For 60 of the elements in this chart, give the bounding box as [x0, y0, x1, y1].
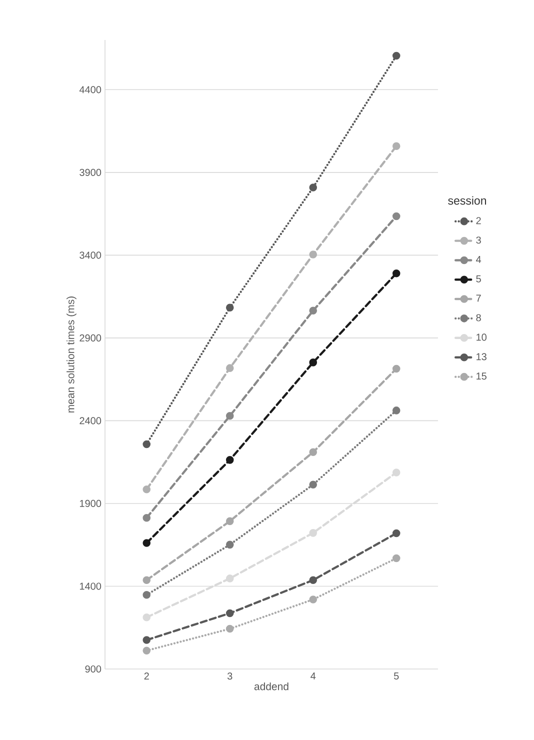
point	[392, 529, 400, 538]
point	[309, 596, 318, 604]
point	[226, 412, 234, 420]
y-axis-title: mean solution times (ms)	[66, 296, 76, 412]
legend-label: 15	[476, 372, 486, 380]
legend-label: 4	[476, 256, 482, 263]
point	[142, 514, 151, 522]
point	[226, 574, 234, 582]
x-tick-label: 3	[227, 672, 232, 680]
point	[226, 540, 234, 549]
legend-label: 10	[476, 334, 487, 341]
x-axis-title: addend	[254, 682, 288, 690]
x-tick-label: 4	[310, 672, 316, 680]
point	[226, 304, 234, 312]
legend-label: 3	[476, 236, 481, 244]
legend-title: session	[448, 196, 486, 205]
x-tick-label: 5	[394, 672, 399, 680]
y-tick-label: 900	[85, 665, 102, 673]
y-tick-label: 2400	[80, 417, 102, 424]
point	[142, 646, 151, 655]
point	[226, 624, 234, 633]
point	[309, 480, 318, 488]
point	[226, 609, 234, 618]
point	[392, 142, 400, 150]
x-tick-label: 2	[144, 672, 149, 680]
point	[142, 440, 151, 448]
point	[142, 636, 151, 644]
y-tick-label: 1400	[80, 582, 102, 590]
point	[309, 576, 318, 584]
point	[226, 517, 234, 526]
point	[142, 613, 151, 622]
y-tick-label: 3900	[80, 168, 102, 176]
point	[309, 184, 318, 192]
legend-label: 7	[476, 294, 481, 302]
point	[392, 406, 400, 414]
point	[309, 358, 318, 366]
legend-label: 8	[476, 314, 481, 322]
legend-label: 2	[476, 217, 481, 224]
legend-label: 13	[476, 353, 486, 360]
point	[309, 250, 318, 258]
point	[142, 590, 151, 599]
point	[142, 539, 151, 547]
point	[309, 448, 318, 456]
point	[392, 468, 400, 476]
point	[392, 554, 400, 562]
point	[392, 52, 400, 60]
point	[226, 364, 234, 372]
point	[226, 456, 234, 464]
point	[142, 576, 151, 584]
y-tick-label: 4400	[79, 86, 102, 94]
point	[392, 364, 400, 373]
y-tick-label: 2900	[80, 334, 102, 342]
legend-label: 5	[476, 275, 481, 282]
point	[392, 269, 400, 278]
y-tick-label: 1900	[80, 500, 102, 508]
point	[142, 486, 151, 494]
point	[309, 529, 318, 537]
point	[309, 306, 318, 315]
y-tick-label: 3400	[80, 252, 102, 259]
point	[392, 212, 400, 220]
